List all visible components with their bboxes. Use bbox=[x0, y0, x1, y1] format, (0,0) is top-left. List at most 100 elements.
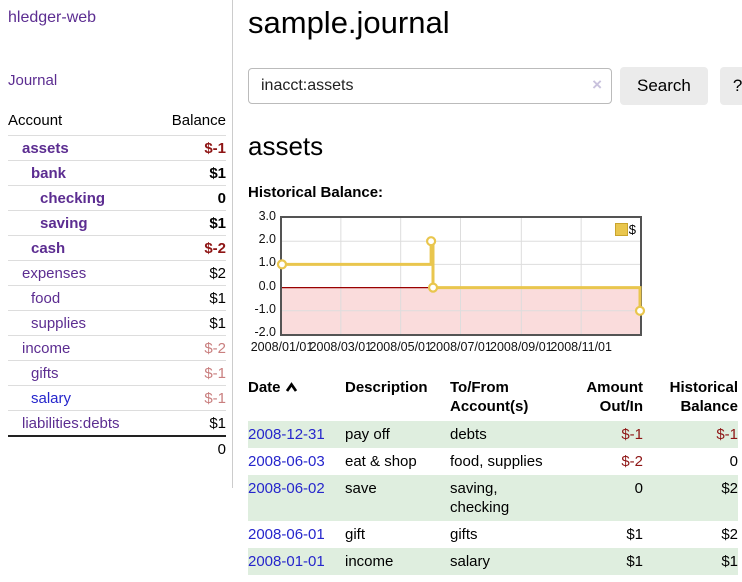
register-table-body: 2008-12-31 pay off debts $-1 $-1 2008-06-03 ea… bbox=[248, 421, 738, 576]
account-link-saving[interactable]: saving bbox=[40, 215, 88, 232]
historical-balance-chart: $ 3.0 2.0 1.0 0.0 -1.0 -2.0 2008/01/01 2008/03/… bbox=[248, 209, 648, 356]
chart-plot-area: $ bbox=[276, 216, 646, 337]
search-help-button[interactable]: ? bbox=[719, 67, 742, 106]
transaction-accounts: gifts bbox=[450, 526, 478, 544]
account-row: bank $1 bbox=[8, 160, 226, 186]
register-row: 2008-06-03 eat & shop food, supplies $-2 0 bbox=[248, 448, 738, 475]
register-header-row: Date Description To/From Account(s) Amou… bbox=[248, 378, 738, 421]
transaction-amount: 0 bbox=[580, 475, 643, 522]
accounts-table-body: assets $-1 bank $1 checking 0 saving $1 cash $-2 e… bbox=[8, 135, 226, 436]
x-axis-tick: 2008/09/01 bbox=[490, 340, 553, 355]
account-balance: $-1 bbox=[154, 385, 226, 411]
account-link-bank[interactable]: bank bbox=[31, 165, 67, 182]
transaction-description: income bbox=[345, 548, 450, 576]
account-row: expenses $2 bbox=[8, 260, 226, 286]
account-heading: assets bbox=[248, 131, 324, 162]
accounts-header-balance: Balance bbox=[171, 112, 226, 129]
account-row: liabilities:debts $1 bbox=[8, 410, 226, 436]
chart-canvas bbox=[276, 218, 646, 335]
transaction-balance: $-1 bbox=[643, 421, 738, 449]
transaction-date-link[interactable]: 2008-06-01 bbox=[248, 526, 325, 544]
transaction-date-link[interactable]: 2008-12-31 bbox=[248, 426, 325, 444]
register-header-date[interactable]: Date bbox=[248, 378, 345, 421]
clear-search-icon[interactable]: × bbox=[592, 75, 602, 95]
x-axis-tick: 2008/01/01 bbox=[250, 340, 314, 355]
account-row: checking 0 bbox=[8, 185, 226, 211]
transaction-date-link: 2008-06-02 bbox=[248, 475, 345, 522]
transaction-description: gift bbox=[345, 526, 366, 544]
transaction-accounts: debts bbox=[450, 421, 580, 449]
account-row: salary $-1 bbox=[8, 385, 226, 411]
account-link-supplies[interactable]: supplies bbox=[31, 315, 87, 332]
account-link-gifts[interactable]: gifts bbox=[31, 365, 59, 382]
transaction-date-link: 2008-12-31 bbox=[248, 421, 345, 449]
register-header-balance: Historical Balance bbox=[669, 379, 738, 416]
account-row: saving $1 bbox=[8, 210, 226, 236]
account-link-expenses[interactable]: expenses bbox=[22, 265, 87, 282]
transaction-amount: $-2 bbox=[621, 453, 643, 471]
register-row: 2008-06-01 gift gifts $1 $2 bbox=[248, 521, 738, 548]
app-title-link[interactable]: hledger-web bbox=[8, 9, 97, 26]
account-link-checking[interactable]: checking bbox=[40, 190, 106, 207]
accounts-total-row: 0 bbox=[8, 435, 226, 462]
search-form: × Search ? bbox=[248, 67, 742, 106]
transaction-accounts: saving, checking bbox=[450, 475, 580, 522]
accounts-header-account: Account bbox=[8, 112, 63, 129]
search-input-wrap: × bbox=[248, 68, 612, 105]
transaction-date-link: 2008-06-03 bbox=[248, 448, 345, 475]
transaction-date-link[interactable]: 2008-01-01 bbox=[248, 553, 325, 571]
y-axis-tick: -2.0 bbox=[254, 325, 276, 340]
accounts-table: Account Balance assets $-1 bank $1 checking 0… bbox=[8, 110, 226, 462]
transaction-balance: 0 bbox=[729, 453, 738, 471]
transaction-date-link[interactable]: 2008-06-02 bbox=[248, 480, 325, 498]
account-balance: $1 bbox=[154, 410, 226, 436]
account-row: supplies $1 bbox=[8, 310, 226, 336]
legend-swatch-icon bbox=[614, 223, 628, 237]
transaction-amount: $1 bbox=[580, 548, 643, 576]
transaction-accounts: food, supplies bbox=[450, 453, 543, 471]
transaction-amount: $1 bbox=[626, 526, 643, 544]
transaction-description: pay off bbox=[345, 421, 450, 449]
transaction-balance: $2 bbox=[643, 475, 738, 522]
chart-label: Historical Balance: bbox=[248, 184, 384, 202]
transaction-date-link: 2008-01-01 bbox=[248, 548, 345, 576]
y-axis-tick: 1.0 bbox=[258, 255, 276, 270]
x-axis-tick: 2008/05/01 bbox=[369, 340, 432, 355]
transaction-balance: $1 bbox=[643, 548, 738, 576]
transaction-accounts: salary bbox=[450, 548, 580, 576]
account-row: food $1 bbox=[8, 285, 226, 311]
y-axis-tick: -1.0 bbox=[254, 301, 276, 316]
account-link-food[interactable]: food bbox=[31, 290, 61, 307]
account-link-income[interactable]: income bbox=[22, 340, 71, 357]
register-row: 2008-06-02 save saving, checking 0 $2 bbox=[248, 475, 738, 522]
search-input[interactable] bbox=[248, 68, 612, 105]
y-axis-tick: 2.0 bbox=[258, 232, 276, 247]
main-content: sample.journal × Search ? assets Histori… bbox=[233, 0, 742, 576]
search-button[interactable]: Search bbox=[620, 67, 708, 106]
account-link-salary[interactable]: salary bbox=[31, 390, 72, 407]
sidebar-item-journal[interactable]: Journal bbox=[8, 72, 58, 89]
x-axis-tick: 2008/11/01 bbox=[550, 340, 612, 355]
chart-legend: $ bbox=[614, 222, 636, 237]
account-balance: $-1 bbox=[154, 135, 226, 161]
register-row: 2008-12-31 pay off debts $-1 $-1 bbox=[248, 421, 738, 449]
account-row: gifts $-1 bbox=[8, 360, 226, 386]
account-balance: $1 bbox=[154, 160, 226, 186]
x-axis-tick: 2008/07/01 bbox=[429, 340, 492, 355]
account-balance: $1 bbox=[154, 310, 226, 336]
register-header-amount: Amount Out/In bbox=[586, 379, 643, 416]
account-balance: $2 bbox=[154, 260, 226, 286]
account-link-cash[interactable]: cash bbox=[31, 240, 66, 257]
transaction-date-link[interactable]: 2008-06-03 bbox=[248, 453, 325, 471]
account-link-assets[interactable]: assets bbox=[22, 140, 69, 157]
x-axis-tick: 2008/03/01 bbox=[309, 340, 373, 355]
transaction-date-link: 2008-06-01 bbox=[248, 521, 345, 548]
account-row: income $-2 bbox=[8, 335, 226, 361]
account-link-liabilities-debts[interactable]: liabilities:debts bbox=[22, 415, 120, 432]
register-table: Date Description To/From Account(s) Amou… bbox=[248, 378, 738, 576]
y-axis-tick: 3.0 bbox=[258, 209, 276, 224]
transaction-balance: $2 bbox=[721, 526, 738, 544]
register-header-tofrom: To/From Account(s) bbox=[450, 379, 529, 416]
account-row: cash $-2 bbox=[8, 235, 226, 261]
